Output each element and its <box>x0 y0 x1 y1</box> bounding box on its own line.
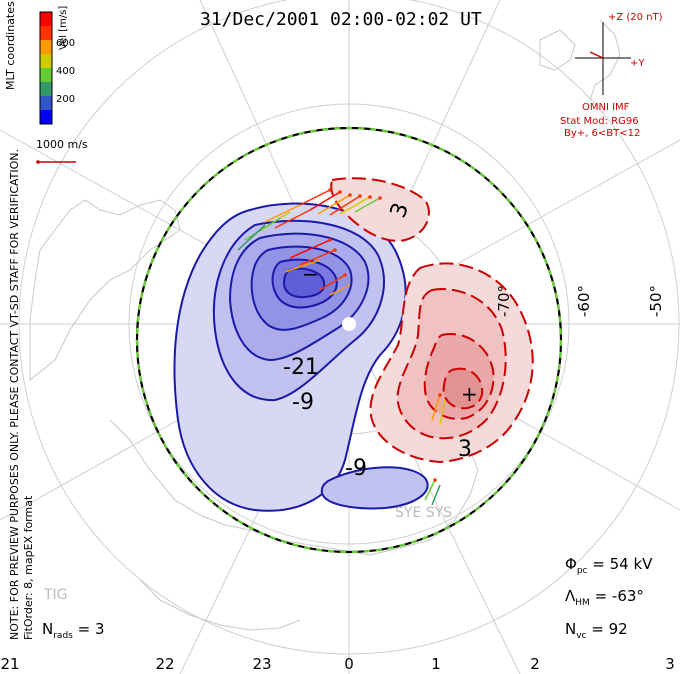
imf-y-label: +Y <box>630 58 645 69</box>
imf-model: Stat Mod: RG96 <box>560 116 639 127</box>
station-label-sye-sys: SYE SYS <box>395 505 453 521</box>
contour-label-minus21: -21 <box>283 355 319 380</box>
negative-cell <box>173 202 429 512</box>
imf-clock-dial <box>575 22 631 95</box>
mlt-tick-23: 23 <box>252 655 272 673</box>
phi-subscript: pc <box>576 566 588 576</box>
contour-label-minus9a: -9 <box>292 390 314 415</box>
phi-symbol: Φ <box>565 555 577 573</box>
phi-value: = 54 kV <box>592 555 653 573</box>
potential-minimum-marker: − <box>302 262 319 286</box>
nrads-stat: Nrads = 3 <box>42 620 105 641</box>
preview-note: NOTE: FOR PREVIEW PURPOSES ONLY. PLEASE … <box>8 148 21 640</box>
potential-maximum-marker: + <box>461 382 478 406</box>
station-label-tig: TIG <box>44 587 68 603</box>
magnetic-pole-marker <box>342 317 356 331</box>
imf-source: OMNI IMF <box>582 102 630 113</box>
scale-tick-200: 200 <box>56 94 76 105</box>
lambda-value: = -63° <box>594 587 644 605</box>
nvc-stat: Nvc = 92 <box>565 620 628 641</box>
phi-pc-stat: Φpc = 54 kV <box>565 555 652 576</box>
nvc-value: = 92 <box>591 620 628 638</box>
contour-label-3a: 3 <box>458 437 472 462</box>
imf-panel: +Z (20 nT) +Y OMNI IMF Stat Mod: RG96 By… <box>560 10 672 140</box>
mlt-tick-22: 22 <box>155 655 175 673</box>
nrads-subscript: rads <box>53 631 73 641</box>
scale-tick-400: 400 <box>56 66 76 77</box>
contour-label-minus9b: -9 <box>345 456 367 481</box>
coordinate-label: MLT coordinates <box>4 1 17 90</box>
mlt-tick-2: 2 <box>530 655 540 673</box>
mlt-tick-1: 1 <box>431 655 441 673</box>
lat-label-60: -60° <box>575 285 593 317</box>
lambda-subscript: HM <box>575 598 590 608</box>
velocity-vectors <box>237 189 446 506</box>
vector-scale-text: 1000 m/s <box>36 138 88 151</box>
mlt-tick-3: 3 <box>665 655 675 673</box>
lambda-hm-stat: ΛHM = -63° <box>565 587 644 608</box>
mlt-tick-0: 0 <box>344 655 354 673</box>
nvc-subscript: vc <box>576 631 587 641</box>
vector-origins <box>328 188 442 482</box>
fit-order-note: FitOrder: 8, mapEX format <box>22 495 35 640</box>
imf-model-params: By+, 6<BT<12 <box>564 128 641 139</box>
map-title: 31/Dec/2001 02:00-02:02 UT <box>200 9 482 30</box>
positive-cell <box>330 177 534 464</box>
scale-tick-600: 600 <box>56 38 76 49</box>
hmb-dash-overlay <box>135 126 563 554</box>
nrads-value: = 3 <box>77 620 105 638</box>
nvc-symbol: N <box>565 620 577 638</box>
nrads-symbol: N <box>42 620 54 638</box>
lat-label-50: -50° <box>647 285 665 317</box>
mlt-tick-21: 21 <box>0 655 20 673</box>
velocity-color-bar <box>39 11 53 125</box>
lambda-symbol: Λ <box>565 587 576 605</box>
imf-magnitude: +Z (20 nT) <box>608 12 663 23</box>
lat-label-70: -70° <box>495 285 513 317</box>
